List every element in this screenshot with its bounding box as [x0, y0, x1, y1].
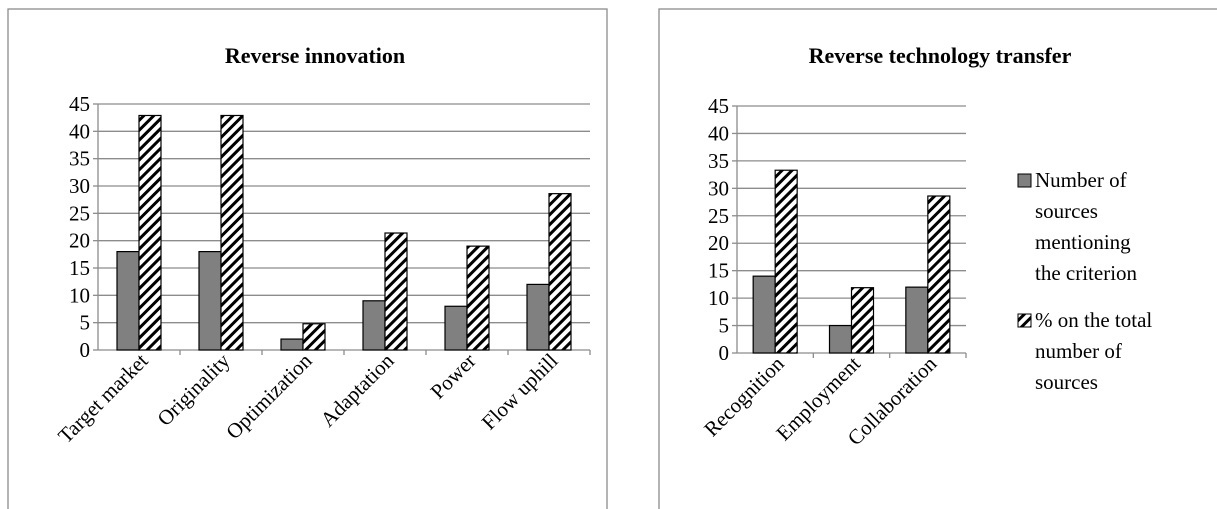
y-tick-label: 0 — [719, 341, 730, 365]
bar-series1-originality — [198, 251, 222, 351]
legend: Number of sources mentioning the criteri… — [1017, 168, 1152, 394]
x-category-label: Power — [426, 349, 481, 404]
chart-title-right: Reverse technology transfer — [809, 43, 1072, 68]
bar-series1-flow-uphill — [526, 283, 550, 351]
bar-series2-collaboration — [927, 195, 951, 354]
y-tick-label: 10 — [69, 283, 90, 307]
chart-title-left: Reverse innovation — [225, 43, 405, 68]
y-tick-label: 40 — [69, 119, 90, 143]
bar-series2-adaptation — [384, 232, 408, 351]
legend-swatch-series1 — [1017, 173, 1032, 188]
y-tick-label: 30 — [69, 174, 90, 198]
legend-label-series2-line2: number of — [1035, 339, 1122, 363]
bar-series1-power — [444, 305, 468, 351]
y-tick-label: 0 — [80, 338, 91, 362]
bar-series2-power — [466, 245, 490, 351]
y-tick-label: 20 — [708, 231, 729, 255]
y-tick-label: 5 — [719, 314, 730, 338]
bar-series1-collaboration — [905, 286, 929, 354]
legend-label-series1-line2: sources — [1035, 199, 1098, 223]
bar-series1-recognition — [752, 275, 776, 354]
bar-series2-flow-uphill — [548, 193, 572, 351]
y-tick-label: 35 — [69, 147, 90, 171]
bar-series1-target-market — [116, 251, 140, 351]
chart-right: 051015202530354045RecognitionEmploymentC… — [699, 94, 967, 450]
y-tick-label: 30 — [708, 176, 729, 200]
legend-label-series2-line1: % on the total — [1035, 308, 1152, 332]
y-tick-label: 15 — [69, 256, 90, 280]
bar-series1-optimization — [280, 338, 304, 351]
x-category-label: Optimization — [221, 348, 317, 444]
y-tick-label: 5 — [80, 311, 91, 335]
legend-label-series2-line3: sources — [1035, 370, 1098, 394]
legend-label-series1-line1: Number of — [1035, 168, 1127, 192]
bar-series1-adaptation — [362, 300, 386, 351]
y-tick-label: 25 — [708, 204, 729, 228]
bar-series2-originality — [220, 114, 244, 351]
y-tick-label: 45 — [69, 92, 90, 116]
x-category-label: Originality — [152, 348, 234, 430]
y-tick-label: 25 — [69, 201, 90, 225]
chart-left: 0 5 10 15 20 25 30 35 40 45 Target market Originali… — [53, 92, 591, 448]
bar-series2-employment — [850, 287, 875, 354]
x-category-label: Adaptation — [316, 348, 399, 431]
chart-frame-right — [658, 8, 1217, 509]
y-tick-label: 20 — [69, 229, 90, 253]
x-category-label: Flow uphill — [477, 348, 563, 434]
y-tick-label: 15 — [708, 259, 729, 283]
x-category-label: Target market — [53, 348, 152, 447]
y-tick-label: 40 — [708, 121, 729, 145]
y-tick-label: 35 — [708, 149, 729, 173]
bar-series2-recognition — [774, 169, 798, 354]
bar-series2-optimization — [302, 323, 326, 351]
y-tick-label: 45 — [708, 94, 729, 118]
bar-series2-target-market — [138, 114, 162, 351]
bar-series1-employment — [828, 324, 853, 354]
chart-frame-left — [7, 8, 608, 509]
legend-swatch-series2 — [1017, 313, 1032, 328]
legend-label-series1-line4: the criterion — [1035, 261, 1138, 285]
y-tick-label: 10 — [708, 286, 729, 310]
legend-label-series1-line3: mentioning — [1035, 230, 1131, 254]
